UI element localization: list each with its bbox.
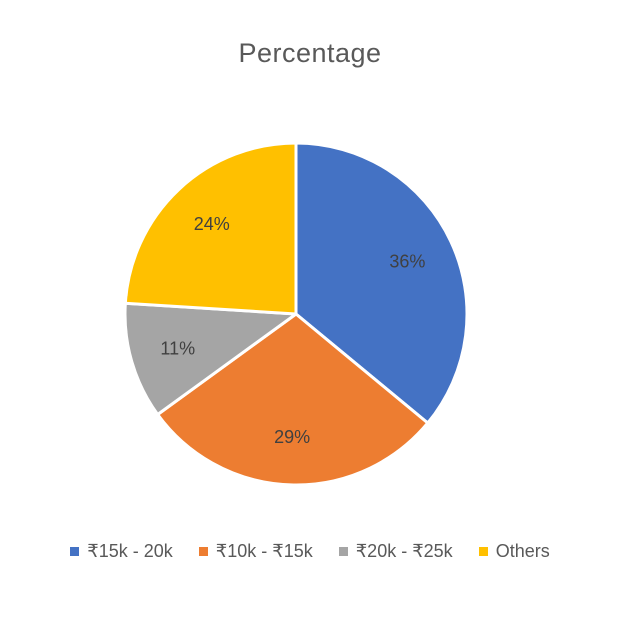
legend-label: ₹20k - ₹25k	[355, 541, 453, 561]
legend-swatch	[338, 547, 348, 556]
data-label: 24%	[194, 214, 230, 234]
legend-swatch	[70, 547, 80, 556]
slice-10k-15k	[156, 312, 430, 487]
slice-20k-25k	[123, 301, 298, 417]
chart-title: Percentage	[238, 38, 382, 68]
legend-swatch	[198, 547, 208, 556]
legend-item: ₹15k - 20k	[70, 541, 173, 562]
data-label: 29%	[274, 427, 310, 447]
slice-15k-20k	[294, 141, 469, 425]
legend-label: ₹15k - 20k	[87, 541, 173, 561]
legend-swatch	[478, 547, 488, 556]
slice-others	[123, 141, 298, 316]
data-label: 36%	[389, 252, 425, 272]
legend-label: Others	[495, 541, 550, 561]
legend-label: ₹10k - ₹15k	[215, 541, 313, 561]
legend-item: Others	[478, 541, 550, 562]
legend: ₹15k - 20k ₹10k - ₹15k ₹20k - ₹25k Other…	[0, 541, 620, 562]
data-label: 11%	[160, 338, 195, 358]
legend-item: ₹10k - ₹15k	[198, 541, 313, 562]
legend-item: ₹20k - ₹25k	[338, 541, 453, 562]
